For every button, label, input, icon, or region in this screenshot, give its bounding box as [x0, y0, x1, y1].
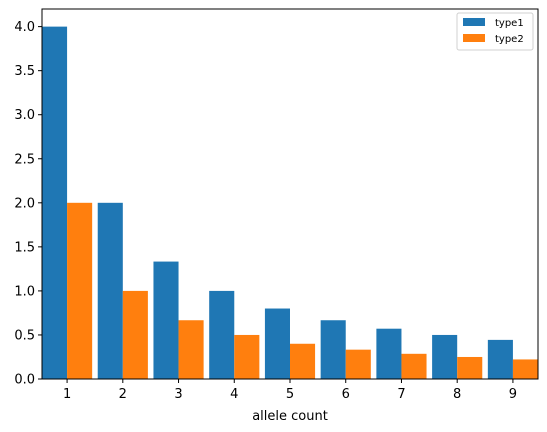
legend-label-type2: type2 [495, 34, 524, 45]
bar-type1-5 [264, 308, 290, 379]
y-tick-label: 3.5 [14, 64, 35, 79]
bar-type1-9 [487, 339, 513, 379]
legend-label-type1: type1 [495, 18, 524, 29]
x-tick-label: 7 [397, 387, 405, 402]
y-tick-label: 1.0 [14, 284, 35, 299]
bar-type2-6 [345, 349, 371, 379]
x-tick-label: 5 [286, 387, 294, 402]
bar-type1-1 [42, 26, 68, 379]
bar-type2-7 [401, 353, 427, 379]
bar-type1-7 [376, 328, 402, 379]
bar-type1-6 [320, 320, 346, 379]
legend: type1 type2 [456, 12, 534, 51]
bar-type2-3 [178, 320, 204, 379]
y-tick-label: 4.0 [14, 20, 35, 35]
bar-type1-8 [432, 334, 458, 379]
x-tick-label: 4 [230, 387, 238, 402]
x-tick-label: 8 [453, 387, 461, 402]
x-tick-label: 6 [342, 387, 350, 402]
bar-type1-4 [209, 290, 235, 379]
bar-type2-9 [512, 359, 538, 379]
bar-type1-3 [153, 261, 179, 379]
bar-type2-2 [122, 290, 148, 379]
legend-swatch-type1 [463, 18, 485, 26]
bar-type2-5 [290, 343, 316, 379]
bar-type2-4 [234, 334, 260, 379]
y-tick-label: 1.5 [14, 240, 35, 255]
bar-type2-1 [67, 202, 93, 379]
axes-layer: 0.0 0.5 1.0 1.5 2.0 2.5 3.0 3.5 4.0 1 2 3 4 5 6 7 8 9 [14, 8, 539, 402]
x-tick-label: 3 [174, 387, 182, 402]
x-axis-label: allele count [252, 409, 328, 424]
legend-swatch-type2 [463, 34, 485, 42]
bars-layer [42, 26, 538, 379]
y-tick-label: 2.0 [14, 196, 35, 211]
x-tick-label: 1 [63, 387, 71, 402]
y-tick-label: 0.0 [14, 373, 35, 388]
y-tick-label: 0.5 [14, 328, 35, 343]
x-tick-label: 2 [119, 387, 127, 402]
y-tick-label: 2.5 [14, 152, 35, 167]
bar-type2-8 [457, 356, 483, 379]
bar-type1-2 [97, 202, 123, 379]
y-tick-label: 3.0 [14, 108, 35, 123]
x-tick-label: 9 [509, 387, 517, 402]
